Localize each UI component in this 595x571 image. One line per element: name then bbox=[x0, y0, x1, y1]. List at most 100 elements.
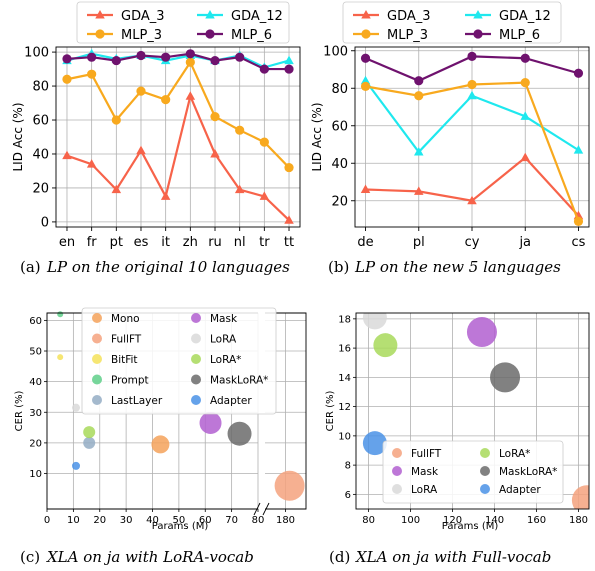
point-mlp-3 bbox=[520, 78, 530, 88]
legend: Mono Mask FullFT LoRA BitFit LoRA* Prompt MaskL… bbox=[81, 307, 277, 415]
y-tick-label: 20 bbox=[29, 438, 42, 449]
legend-label: MLP_6 bbox=[231, 28, 272, 43]
legend-label: MLP_3 bbox=[387, 28, 428, 43]
y-tick-label: 14 bbox=[338, 373, 351, 384]
legend-item-mlp-6: MLP_6 bbox=[197, 28, 272, 43]
series-line-mlp-3 bbox=[66, 60, 290, 169]
plot-frame bbox=[55, 46, 301, 228]
legend-box bbox=[81, 307, 277, 415]
point-mask bbox=[466, 317, 497, 348]
y-axis-label: LID Acc (%) bbox=[11, 102, 25, 171]
legend-item-masklora: MaskLoRA* bbox=[480, 466, 557, 478]
point-mlp-3 bbox=[573, 216, 584, 226]
legend-label: LoRA bbox=[411, 484, 438, 496]
legend-marker bbox=[191, 313, 201, 323]
caption-c-text: XLA on ja with LoRA-vocab bbox=[46, 548, 254, 566]
point-gda-12 bbox=[360, 75, 371, 85]
legend-marker bbox=[392, 466, 402, 476]
y-tick-label: 16 bbox=[338, 344, 351, 355]
point-mlp-6 bbox=[111, 55, 121, 66]
legend-marker bbox=[473, 29, 483, 39]
legend-item-gda-3: GDA_3 bbox=[87, 9, 165, 24]
y-tick-label: 60 bbox=[32, 114, 49, 129]
legend-marker bbox=[205, 10, 215, 19]
legend-label: Prompt bbox=[111, 375, 149, 387]
legend-item-mlp-3: MLP_3 bbox=[353, 28, 428, 43]
legend-marker bbox=[392, 484, 402, 494]
point-adapter bbox=[72, 461, 81, 470]
x-tick-label: 70 bbox=[225, 515, 238, 526]
x-tick-label: ja bbox=[518, 235, 531, 250]
point-mlp-3 bbox=[136, 86, 146, 96]
point-fullft bbox=[274, 470, 305, 501]
legend-marker bbox=[92, 313, 102, 323]
legend-label: LoRA bbox=[210, 334, 237, 346]
legend-item-lora: LoRA* bbox=[191, 354, 241, 366]
point-gda-12 bbox=[284, 55, 294, 65]
x-tick-label: 40 bbox=[146, 515, 159, 526]
legend-marker bbox=[92, 354, 102, 364]
x-tick-label: 120 bbox=[443, 515, 462, 526]
legend-item-bitfit: BitFit bbox=[92, 354, 138, 366]
legend-item-lora: LoRA bbox=[191, 333, 237, 346]
legend-label: FullFT bbox=[411, 448, 442, 460]
point-mlp-6 bbox=[360, 53, 371, 63]
point-mlp-6 bbox=[520, 53, 530, 63]
point-mlp-3 bbox=[235, 125, 245, 135]
legend-label: LoRA* bbox=[499, 448, 530, 460]
point-gda-12 bbox=[573, 145, 584, 154]
point-mlp-6 bbox=[284, 64, 294, 74]
legend-marker bbox=[92, 395, 102, 405]
point-gda-3 bbox=[185, 91, 196, 100]
chart-c: 10 20 30 40 50 60 0 10 20 30 40 50 60 70 80 180 Params (… bbox=[14, 307, 307, 532]
legend-marker bbox=[205, 29, 215, 39]
y-tick-label: 40 bbox=[331, 157, 348, 172]
series-line-gda-12 bbox=[66, 52, 290, 69]
caption-d: (d) XLA on ja with Full-vocab bbox=[329, 548, 551, 566]
x-tick-label: 50 bbox=[173, 515, 186, 526]
legend: GDA_3 GDA_12 MLP_3 MLP_6 bbox=[342, 1, 562, 44]
y-tick-label: 100 bbox=[24, 46, 49, 61]
point-mlp-3 bbox=[284, 162, 294, 173]
y-tick-label: 50 bbox=[29, 347, 42, 358]
point-prompt bbox=[57, 311, 64, 318]
legend-label: FullFT bbox=[111, 334, 142, 346]
legend-label: MLP_3 bbox=[121, 28, 162, 43]
y-tick-label: 30 bbox=[29, 408, 42, 419]
legend-label: Mask bbox=[210, 313, 238, 325]
point-mlp-6 bbox=[185, 49, 195, 59]
point-gda-12 bbox=[467, 90, 477, 100]
point-gda-3 bbox=[467, 195, 477, 205]
legend-item-adapter: Adapter bbox=[480, 484, 541, 496]
caption-d-text: XLA on ja with Full-vocab bbox=[355, 548, 551, 566]
legend-label: LoRA* bbox=[210, 354, 241, 366]
legend: FullFT LoRA* Mask MaskLoRA* LoRA Adapter bbox=[382, 440, 564, 504]
y-axis-label: LID Acc (%) bbox=[310, 102, 324, 171]
y-tick-label: 8 bbox=[345, 461, 351, 472]
point-gda-12 bbox=[414, 147, 424, 156]
point-mlp-6 bbox=[62, 54, 72, 64]
point-mlp-3 bbox=[414, 91, 424, 101]
x-tick-label: fr bbox=[87, 235, 98, 250]
point-gda-3 bbox=[259, 191, 270, 200]
legend-label: GDA_3 bbox=[387, 9, 431, 24]
point-mlp-6 bbox=[414, 76, 424, 86]
x-tick-label: zh bbox=[183, 235, 198, 250]
point-mlp-3 bbox=[259, 137, 269, 147]
x-tick-label: it bbox=[161, 235, 170, 250]
x-tick-label: tr bbox=[259, 235, 270, 250]
point-mlp-6 bbox=[87, 52, 97, 62]
point-mlp-3 bbox=[360, 81, 371, 91]
x-tick-label: es bbox=[134, 235, 149, 250]
x-tick-label: de bbox=[357, 235, 373, 250]
legend-label: BitFit bbox=[111, 354, 138, 366]
point-gda-3 bbox=[210, 148, 220, 158]
caption-c-label: (c) bbox=[20, 548, 40, 566]
plot-frame bbox=[355, 312, 590, 510]
legend-marker bbox=[473, 10, 483, 19]
legend-item-mask: Mask bbox=[392, 466, 439, 478]
x-tick-label: pl bbox=[413, 235, 425, 250]
legend-marker bbox=[480, 466, 490, 476]
point-mlp-6 bbox=[467, 51, 477, 61]
